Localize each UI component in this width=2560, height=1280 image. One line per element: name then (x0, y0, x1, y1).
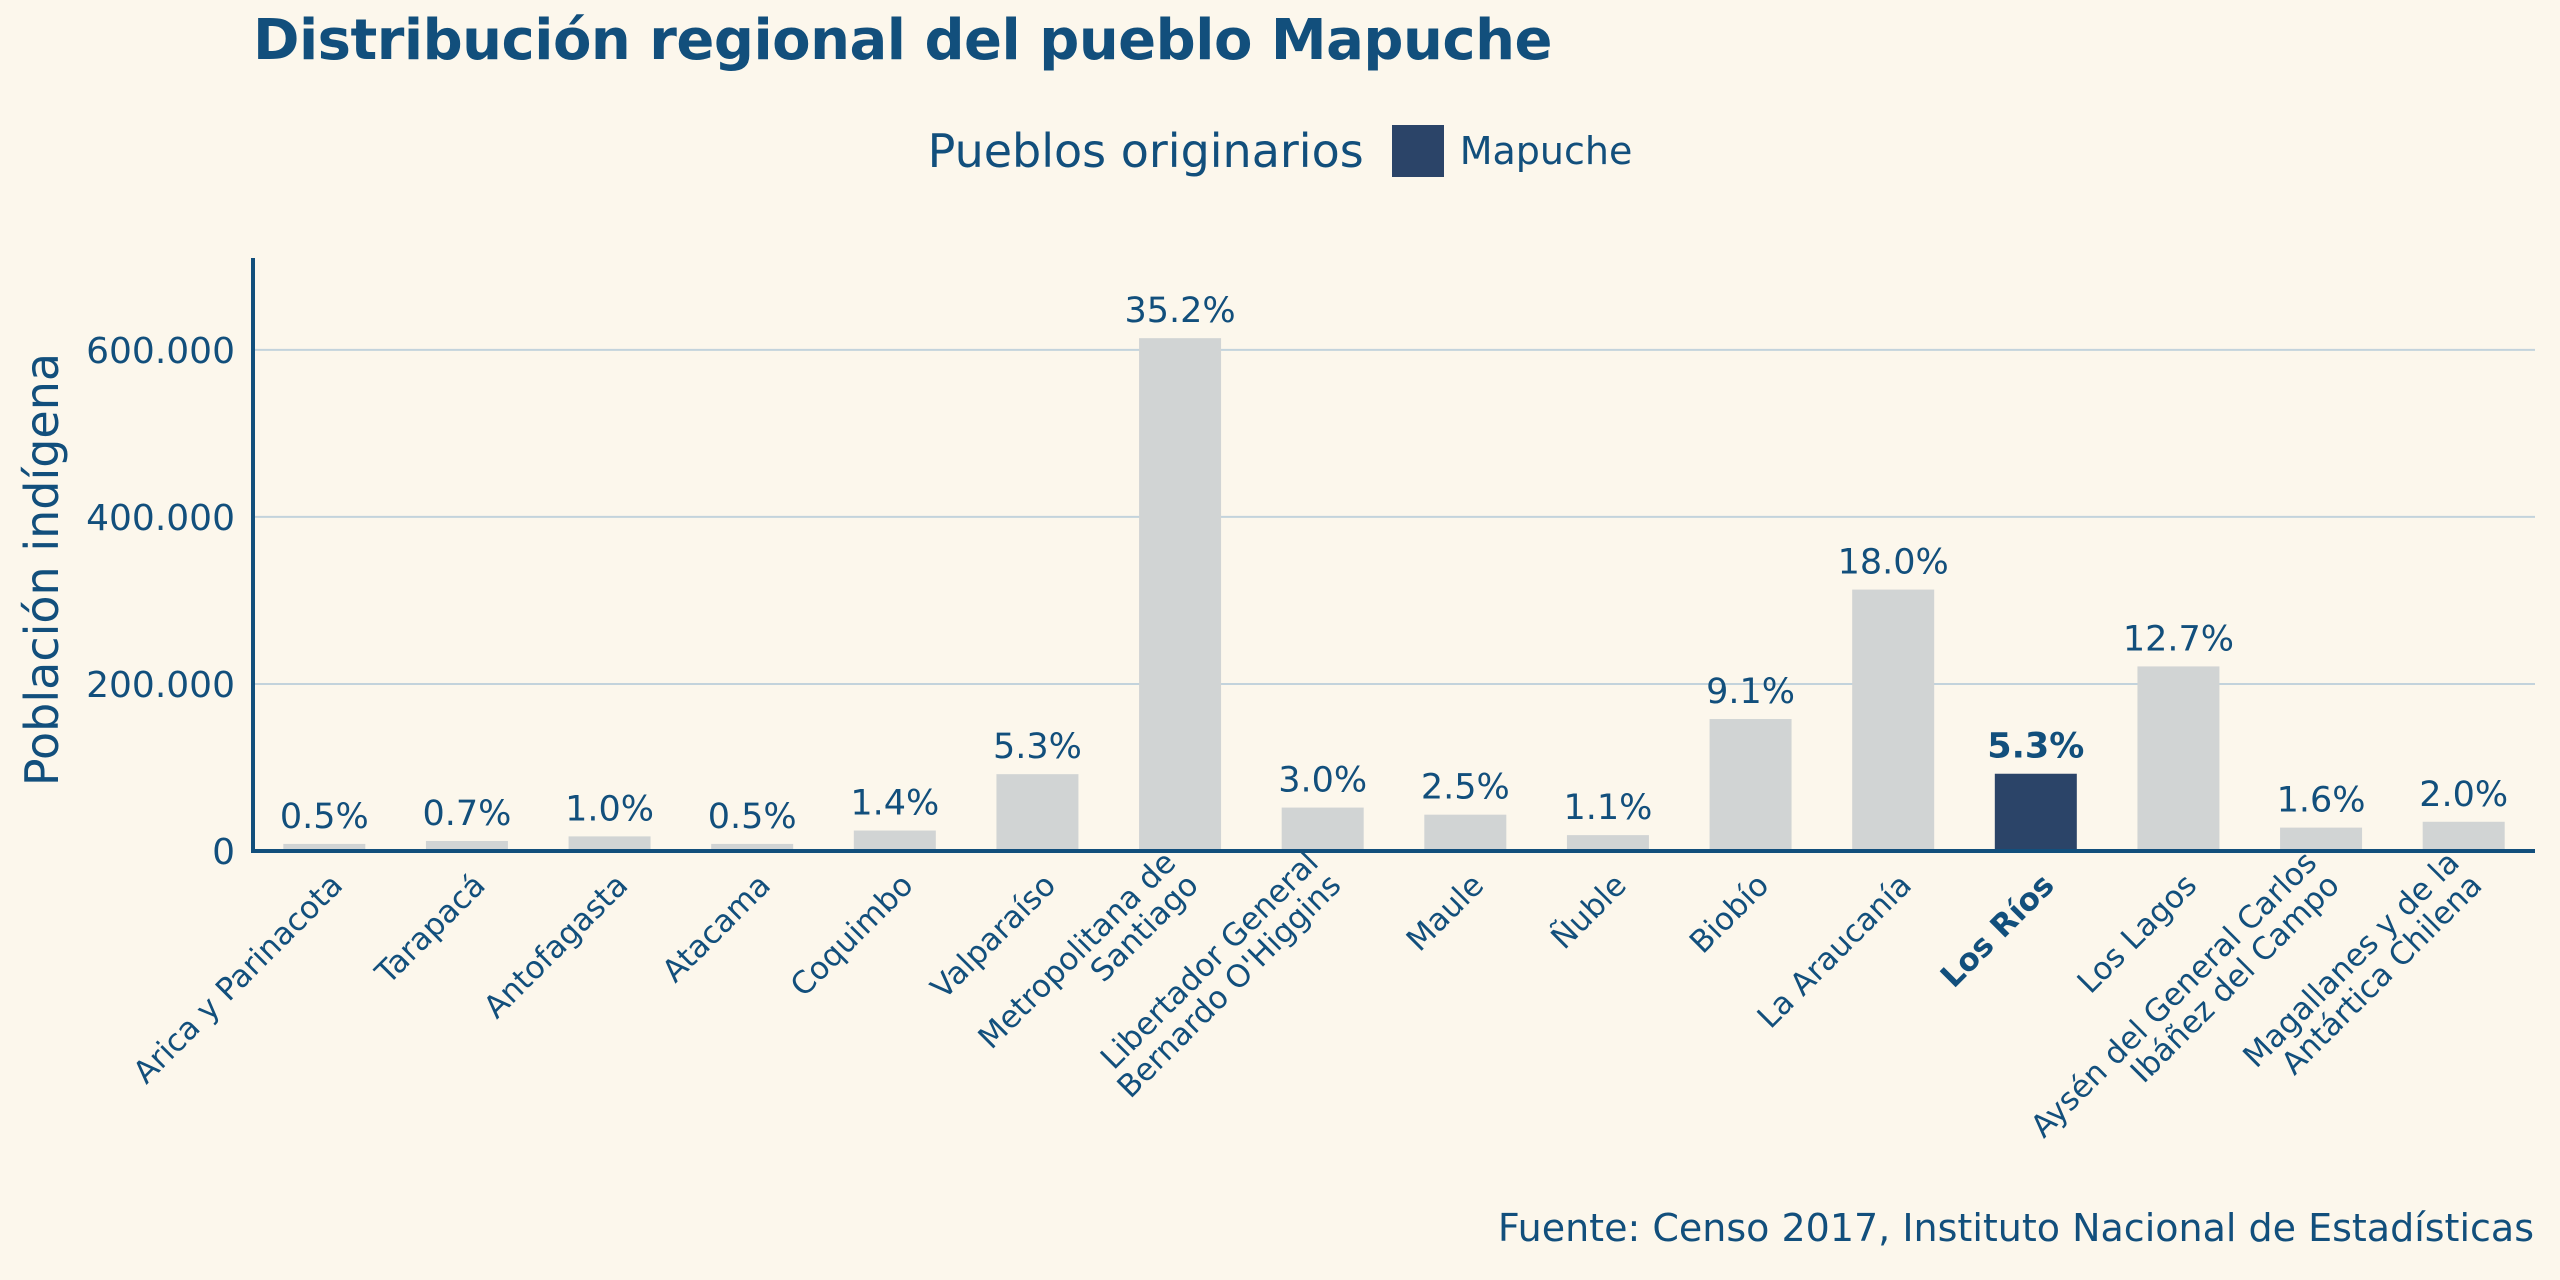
x-tick-label-line: Arica y Parinacota (126, 867, 350, 1091)
value-label: 12.7% (2123, 619, 2234, 659)
x-tick-label: Arica y Parinacota (126, 867, 350, 1091)
y-tick-label: 400.000 (86, 498, 235, 539)
value-label: 2.5% (1421, 768, 1510, 808)
bar-magallanes-y-de-la-antartica-chilena (2422, 821, 2505, 851)
bar-coquimbo (853, 830, 936, 851)
legend: Pueblos originarios Mapuche (0, 124, 2560, 178)
x-tick-label-line: Maule (1400, 867, 1491, 958)
value-label: 3.0% (1278, 761, 1367, 801)
value-label: 5.3% (993, 727, 1082, 767)
x-tick-label: Coquimbo (784, 867, 921, 1004)
x-tick-label: Maule (1400, 867, 1491, 958)
bar-los-rios (1994, 773, 2077, 851)
value-label: 2.0% (2419, 775, 2508, 815)
x-tick-label: Ñuble (1544, 867, 1633, 956)
x-tick-label-line: Coquimbo (784, 867, 921, 1004)
value-label: 35.2% (1124, 291, 1235, 331)
bar-aysen-del-general-carlos-ibanez-del-campo (2280, 827, 2363, 851)
value-label: 18.0% (1838, 543, 1949, 583)
legend-title: Pueblos originarios (927, 124, 1364, 178)
x-tick-label-line: Antofagasta (477, 867, 635, 1025)
x-tick-label: Biobío (1683, 867, 1776, 960)
bar-nuble (1566, 835, 1649, 851)
x-tick-label: Tarapacá (368, 867, 493, 992)
value-label: 0.5% (708, 797, 797, 837)
bar-tarapaca (425, 840, 508, 851)
y-tick-label: 200.000 (86, 665, 235, 706)
bar-metropolitana-de-santiago (1139, 338, 1222, 851)
bar-libertador-general-bernardo-o-higgins (1281, 807, 1364, 851)
bar-antofagasta (568, 836, 651, 851)
bar-la-araucania (1852, 589, 1935, 851)
value-label: 1.1% (1563, 788, 1652, 828)
x-tick-label-line: Biobío (1683, 867, 1776, 960)
x-tick-label: Antofagasta (477, 867, 635, 1025)
x-tick-label: Los Ríos (1934, 867, 2062, 995)
value-label: 0.5% (280, 797, 369, 837)
bar-los-lagos (2137, 666, 2220, 851)
value-label: 5.3% (1987, 727, 2084, 767)
value-label: 0.7% (422, 794, 511, 834)
value-label: 1.4% (850, 784, 939, 824)
x-tick-label-line: Ñuble (1544, 867, 1633, 956)
value-label: 1.0% (565, 789, 654, 829)
value-label: 9.1% (1706, 672, 1795, 712)
bar-valparaiso (996, 774, 1079, 851)
legend-swatch-mapuche (1391, 125, 1444, 177)
bar-maule (1424, 814, 1507, 851)
x-tick-label-line: Los Ríos (1934, 867, 2062, 995)
bar-arica-y-parinacota (283, 843, 366, 851)
value-label: 1.6% (2277, 781, 2366, 821)
source-caption: Fuente: Censo 2017, Instituto Nacional d… (1497, 1206, 2534, 1250)
y-tick-label: 0 (212, 832, 235, 873)
bar-biobio (1709, 719, 1792, 851)
y-axis-title: Población indígena (15, 353, 69, 786)
y-tick-label: 600.000 (86, 331, 235, 372)
bar-atacama (711, 843, 794, 851)
x-tick-label-line: Tarapacá (368, 867, 493, 992)
x-tick-label-line: Atacama (655, 867, 777, 989)
legend-label-mapuche: Mapuche (1459, 129, 1633, 173)
x-tick-label: Atacama (655, 867, 777, 989)
chart-title: Distribución regional del pueblo Mapuche (253, 8, 1552, 73)
